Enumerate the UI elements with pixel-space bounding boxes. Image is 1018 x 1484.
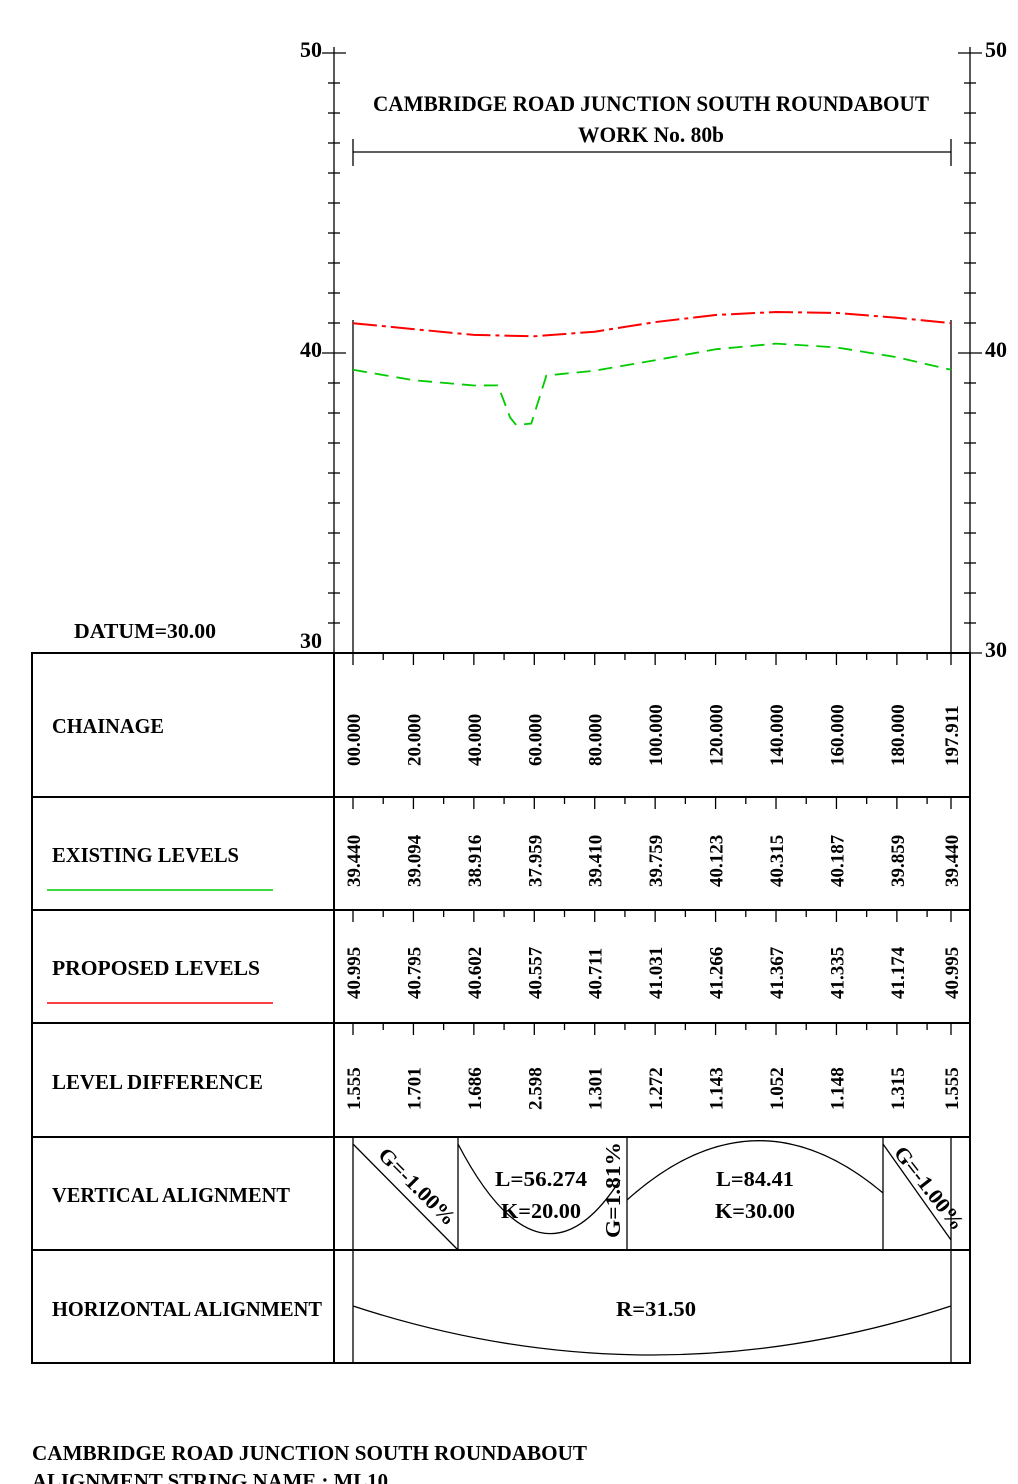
grade-left-label: G=-1.00% bbox=[373, 1143, 461, 1231]
existing-values-item: 38.916 bbox=[465, 835, 486, 887]
existing-values-item: 39.759 bbox=[646, 835, 667, 887]
row-label-level-difference: LEVEL DIFFERENCE bbox=[52, 1070, 263, 1094]
difference-values-item: 1.148 bbox=[827, 1067, 848, 1110]
proposed-values-item: 40.602 bbox=[465, 947, 486, 999]
row-label-chainage: CHAINAGE bbox=[52, 714, 164, 738]
proposed-level-values: 40.995 40.795 40.602 40.557 40.711 41.031 41.2… bbox=[344, 946, 963, 999]
chainage-values-item: 180.000 bbox=[888, 704, 909, 766]
chainage-values-item: 100.000 bbox=[646, 704, 667, 766]
existing-values-item: 40.123 bbox=[707, 835, 728, 887]
left-tick-label-40: 40 bbox=[300, 337, 322, 362]
existing-values-item: 40.315 bbox=[767, 835, 788, 887]
proposed-values-item: 41.367 bbox=[767, 946, 788, 999]
existing-level-values: 39.440 39.094 38.916 37.959 39.410 39.759 40.1… bbox=[344, 834, 963, 887]
right-level-axis: 50 40 30 bbox=[958, 37, 1007, 662]
existing-values-item: 39.440 bbox=[344, 835, 365, 887]
vertical-alignment-diagram: G=-1.00% L=56.274 K=20.00 G=1.81% L=84.4… bbox=[352, 1137, 970, 1251]
difference-values-item: 1.315 bbox=[888, 1067, 909, 1110]
difference-values-item: 1.555 bbox=[942, 1067, 963, 1110]
work-number: WORK No. 80b bbox=[578, 122, 724, 147]
proposed-values-item: 41.174 bbox=[888, 946, 909, 999]
proposed-values-item: 41.266 bbox=[707, 947, 728, 999]
proposed-values-item: 40.557 bbox=[525, 946, 546, 999]
grade-mid-label: G=1.81% bbox=[601, 1142, 625, 1238]
curve1-k-label: K=20.00 bbox=[501, 1199, 581, 1223]
curve1-length-label: L=56.274 bbox=[495, 1167, 588, 1191]
chainage-values: 00.000 20.000 40.000 60.000 80.000 100.000 120… bbox=[344, 704, 963, 766]
existing-level-line bbox=[352, 342, 952, 426]
proposed-level-line bbox=[352, 310, 952, 338]
chainage-values-item: 40.000 bbox=[465, 714, 486, 766]
right-tick-label-40: 40 bbox=[985, 337, 1007, 362]
curve2-k-label: K=30.00 bbox=[715, 1199, 795, 1223]
grade-right-label: G=-1.00% bbox=[889, 1141, 969, 1235]
chainage-values-item: 00.000 bbox=[344, 714, 365, 766]
difference-values-item: 1.301 bbox=[586, 1067, 607, 1110]
existing-values-item: 39.440 bbox=[942, 835, 963, 887]
right-tick-label-30: 30 bbox=[985, 637, 1007, 662]
chainage-values-item: 60.000 bbox=[525, 714, 546, 766]
chainage-values-item: 80.000 bbox=[586, 714, 607, 766]
extent-dimension-line bbox=[352, 139, 952, 166]
difference-values-item: 1.555 bbox=[344, 1067, 365, 1110]
proposed-values-item: 41.335 bbox=[827, 947, 848, 999]
difference-values-item: 1.701 bbox=[404, 1067, 425, 1110]
chainage-values-item: 20.000 bbox=[404, 714, 425, 766]
proposed-values-item: 40.795 bbox=[404, 947, 425, 999]
left-level-axis: 50 40 30 bbox=[300, 37, 346, 654]
row-label-horizontal-alignment: HORIZONTAL ALIGNMENT bbox=[52, 1297, 322, 1321]
row-label-vertical-alignment: VERTICAL ALIGNMENT bbox=[52, 1183, 290, 1207]
proposed-values-item: 41.031 bbox=[646, 947, 667, 999]
difference-values-item: 2.598 bbox=[525, 1067, 546, 1110]
chainage-values-item: 140.000 bbox=[767, 704, 788, 766]
left-tick-label-50: 50 bbox=[300, 37, 322, 62]
right-tick-label-50: 50 bbox=[985, 37, 1007, 62]
footer-title: CAMBRIDGE ROAD JUNCTION SOUTH ROUNDABOUT bbox=[32, 1441, 587, 1465]
data-table bbox=[31, 652, 971, 1364]
existing-values-item: 40.187 bbox=[827, 834, 848, 887]
proposed-values-item: 40.711 bbox=[586, 948, 607, 999]
row-label-existing-levels: EXISTING LEVELS bbox=[52, 843, 239, 867]
difference-values-item: 1.052 bbox=[767, 1067, 788, 1110]
chainage-values-item: 197.911 bbox=[942, 705, 963, 766]
proposed-values-item: 40.995 bbox=[942, 947, 963, 999]
footer-alignment-string: ALIGNMENT STRING NAME : ML10 bbox=[32, 1469, 388, 1484]
radius-label: R=31.50 bbox=[616, 1297, 696, 1321]
horizontal-alignment-diagram: R=31.50 bbox=[352, 1297, 952, 1356]
chainage-values-item: 160.000 bbox=[827, 704, 848, 766]
left-tick-label-30: 30 bbox=[300, 628, 322, 653]
existing-values-item: 39.859 bbox=[888, 835, 909, 887]
difference-values-item: 1.143 bbox=[707, 1067, 728, 1110]
curve2-length-label: L=84.41 bbox=[716, 1167, 794, 1191]
row-label-proposed-levels: PROPOSED LEVELS bbox=[52, 956, 260, 980]
existing-values-item: 39.410 bbox=[586, 835, 607, 887]
existing-values-item: 39.094 bbox=[404, 834, 425, 887]
existing-values-item: 37.959 bbox=[525, 835, 546, 887]
station-ticks bbox=[352, 653, 952, 1035]
proposed-values-item: 40.995 bbox=[344, 947, 365, 999]
datum-label: DATUM=30.00 bbox=[74, 619, 216, 643]
difference-values-item: 1.272 bbox=[646, 1067, 667, 1110]
drawing-title: CAMBRIDGE ROAD JUNCTION SOUTH ROUNDABOUT bbox=[373, 91, 929, 116]
level-difference-values: 1.555 1.701 1.686 2.598 1.301 1.272 1.143 1.052… bbox=[344, 1067, 963, 1110]
chainage-values-item: 120.000 bbox=[707, 704, 728, 766]
difference-values-item: 1.686 bbox=[465, 1067, 486, 1110]
